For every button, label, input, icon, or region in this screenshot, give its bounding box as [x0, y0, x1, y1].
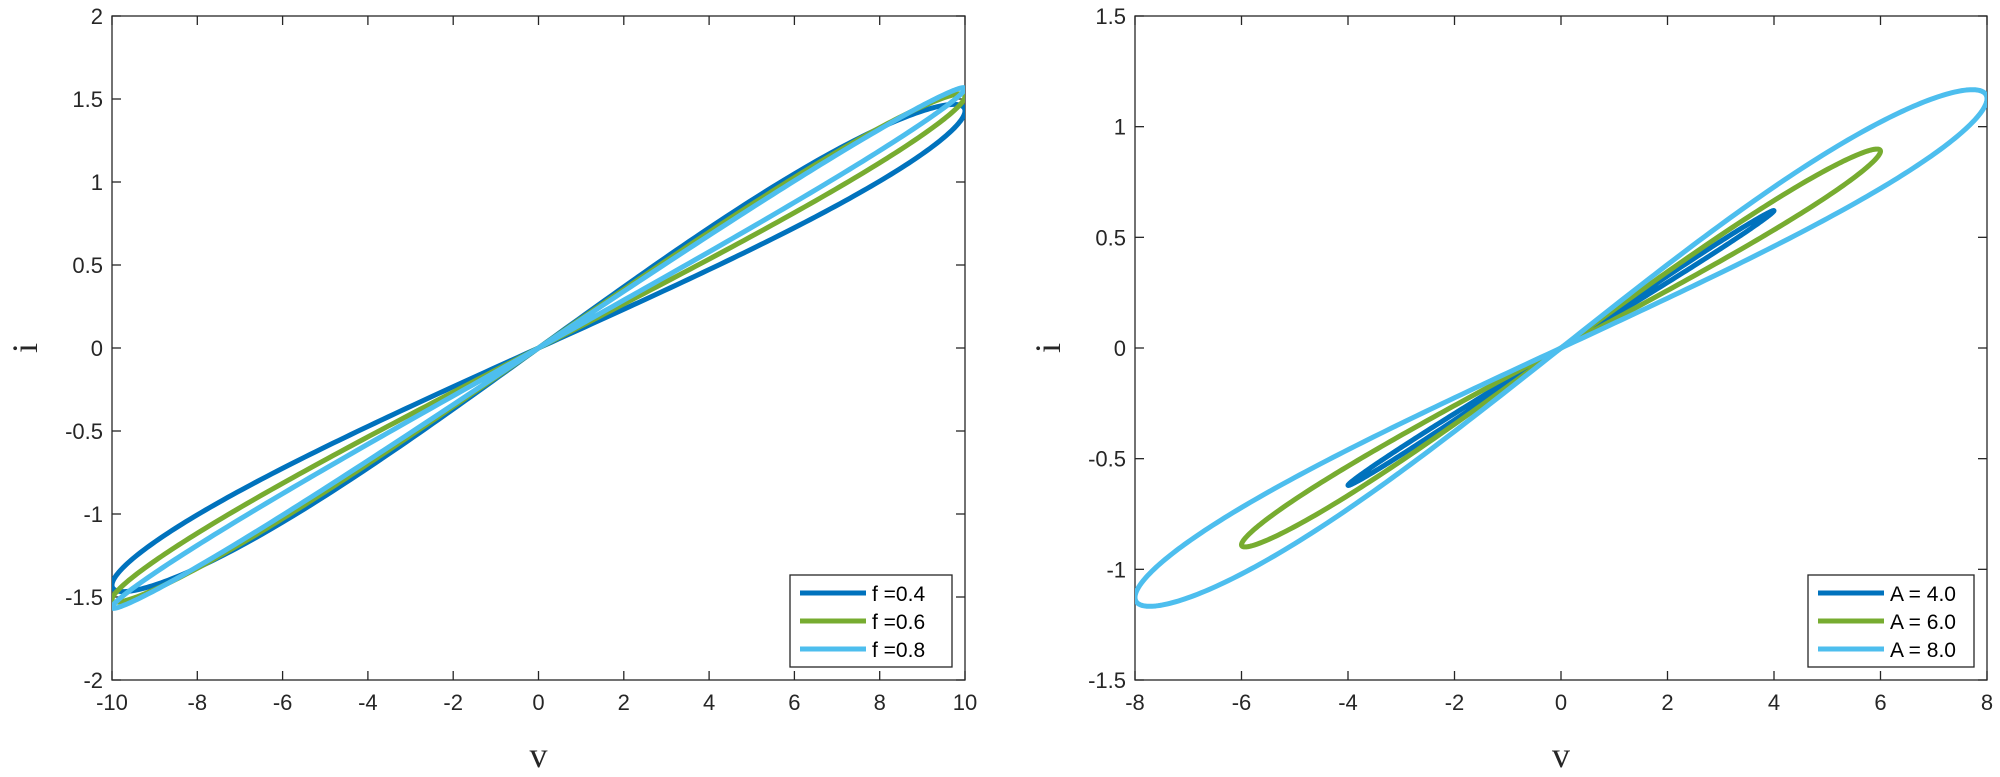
y-tick-label: -1.5	[65, 585, 103, 610]
x-tick-label: 6	[788, 690, 800, 715]
x-tick-label: -2	[1445, 690, 1465, 715]
y-tick-label: 0.5	[1095, 225, 1126, 250]
x-tick-label: 10	[953, 690, 977, 715]
y-tick-label: 1.5	[72, 87, 103, 112]
x-tick-label: 2	[1661, 690, 1673, 715]
y-tick-label: -1	[83, 502, 103, 527]
x-tick-label: 8	[874, 690, 886, 715]
legend: A = 4.0 A = 6.0 A = 8.0	[1807, 574, 1975, 668]
x-tick-label: 6	[1874, 690, 1886, 715]
legend-label-2: f =0.6	[872, 611, 925, 634]
y-tick-label: 2	[91, 4, 103, 29]
x-tick-label: -4	[1338, 690, 1358, 715]
legend-label-1: f =0.4	[872, 583, 925, 606]
y-tick-label: 1.5	[1095, 4, 1126, 29]
y-axis-label: i	[1028, 343, 1068, 353]
x-axis-label: v	[530, 735, 548, 775]
y-tick-label: -0.5	[65, 419, 103, 444]
x-tick-label: 0	[532, 690, 544, 715]
x-tick-label: -6	[273, 690, 293, 715]
x-tick-label: 4	[703, 690, 715, 715]
x-tick-label: 0	[1555, 690, 1567, 715]
y-tick-label: -2	[83, 668, 103, 693]
x-tick-label: -2	[443, 690, 463, 715]
x-tick-label: -8	[188, 690, 208, 715]
series-line-3	[112, 85, 965, 611]
legend-label-3: A = 8.0	[1890, 639, 1956, 662]
y-tick-label: -0.5	[1088, 447, 1126, 472]
x-tick-label: -8	[1125, 690, 1145, 715]
y-axis-label: i	[5, 343, 45, 353]
legend-label-1: A = 4.0	[1890, 583, 1956, 606]
legend: f =0.4 f =0.6 f =0.8	[789, 574, 953, 668]
chart-2: -8 -6 -4 -2 0 2 4 6 8 -1.5 -1 -0.5 0 0.5 1 1.5 v i A = 4.0…	[1028, 4, 1993, 775]
x-tick-label: 2	[618, 690, 630, 715]
legend-label-3: f =0.8	[872, 639, 925, 662]
y-tick-label: -1.5	[1088, 668, 1126, 693]
y-tick-label: 0	[1114, 336, 1126, 361]
series-line-3	[1135, 87, 1987, 609]
series-group	[112, 85, 965, 611]
x-tick-label: -6	[1232, 690, 1252, 715]
series-group	[1135, 87, 1987, 609]
y-tick-label: 0	[91, 336, 103, 361]
chart-1: -10 -8 -6 -4 -2 0 2 4 6 8 10 -2 -1.5 -1 -0.5 0 0.5 1 1.5 2 v…	[5, 4, 977, 775]
legend-label-2: A = 6.0	[1890, 611, 1956, 634]
x-tick-label: -10	[96, 690, 128, 715]
x-tick-label: 8	[1981, 690, 1993, 715]
x-tick-label: -4	[358, 690, 378, 715]
x-tick-label: 4	[1768, 690, 1780, 715]
x-axis-label: v	[1552, 735, 1570, 775]
y-tick-label: -1	[1106, 557, 1126, 582]
y-tick-label: 1	[1114, 115, 1126, 140]
y-tick-label: 0.5	[72, 253, 103, 278]
y-tick-label: 1	[91, 170, 103, 195]
